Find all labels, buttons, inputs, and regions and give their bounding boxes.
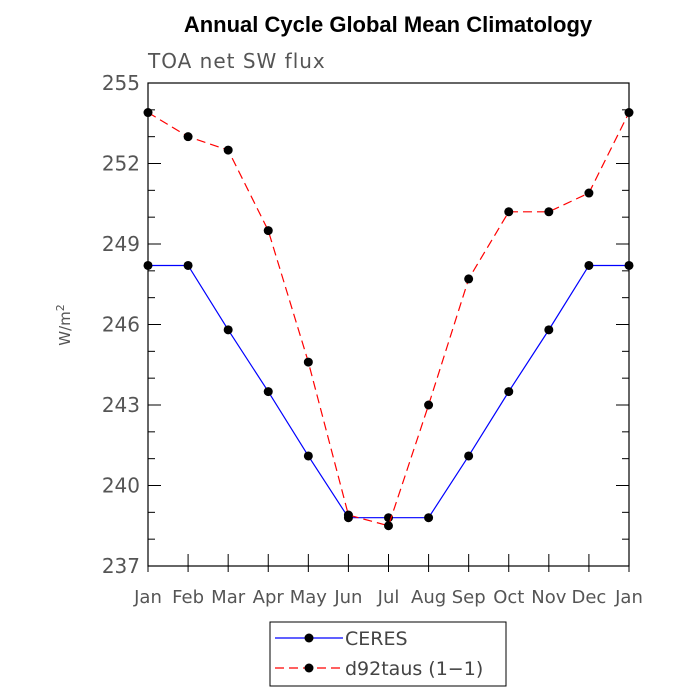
data-point	[624, 108, 634, 118]
data-point	[303, 357, 313, 367]
x-tick-label: May	[290, 587, 328, 608]
legend-marker	[304, 663, 314, 673]
data-point	[624, 260, 634, 270]
y-tick-label: 255	[102, 71, 140, 95]
y-tick-label: 246	[102, 313, 140, 337]
y-tick-label: 249	[102, 232, 140, 256]
x-tick-label: Apr	[253, 587, 285, 608]
legend-label: CERES	[345, 628, 408, 650]
chart-title: Annual Cycle Global Mean Climatology	[184, 12, 593, 37]
data-point	[223, 145, 233, 155]
data-point	[384, 521, 393, 531]
chart-subtitle: TOA net SW flux	[147, 49, 326, 73]
data-point	[143, 260, 153, 270]
data-point	[223, 325, 233, 335]
data-point	[183, 260, 193, 270]
data-point	[143, 108, 153, 118]
data-point	[424, 513, 434, 523]
series-layer	[143, 108, 634, 531]
data-point	[504, 387, 514, 397]
x-tick-label: Mar	[211, 587, 246, 608]
x-tick-label: Jan	[133, 587, 162, 608]
series-line-ceres	[148, 264, 629, 519]
axis-ticks	[147, 82, 630, 572]
plot-frame	[147, 82, 630, 567]
data-point	[584, 260, 594, 270]
y-axis-label: W/m2	[54, 304, 74, 346]
x-tick-label: Nov	[531, 587, 566, 608]
x-tick-label: Sep	[452, 587, 486, 608]
data-point	[464, 274, 474, 284]
data-point	[464, 451, 474, 461]
x-tick-labels: Jan Feb Mar Apr May Jun Jul Aug Sep Oct Nov Dec Jan	[133, 587, 643, 608]
data-point	[303, 451, 313, 461]
data-point	[424, 400, 434, 410]
y-axis-label-text: W/m	[56, 311, 74, 346]
legend: CERES d92taus (1−1)	[269, 621, 507, 687]
legend-marker	[304, 633, 314, 643]
x-tick-label: Oct	[493, 587, 524, 608]
data-point	[343, 510, 353, 520]
x-tick-label: Jan	[614, 587, 643, 608]
series-line-d92taus	[147, 112, 630, 527]
data-point	[504, 207, 514, 217]
y-tick-label: 252	[102, 152, 140, 176]
data-point	[263, 387, 273, 397]
data-point	[544, 207, 554, 217]
y-tick-label: 237	[102, 554, 140, 578]
legend-label: d92taus (1−1)	[345, 658, 483, 680]
x-tick-label: Aug	[411, 587, 446, 608]
data-point	[584, 188, 594, 198]
x-tick-label: Feb	[172, 587, 204, 608]
data-point	[544, 325, 554, 335]
x-tick-label: Jun	[333, 587, 362, 608]
y-tick-label: 243	[102, 393, 140, 417]
x-tick-label: Dec	[571, 587, 606, 608]
y-axis-label-superscript: 2	[54, 304, 67, 311]
y-tick-labels: 237 240 243 246 249 252 255	[102, 71, 140, 578]
x-tick-label: Jul	[377, 587, 400, 608]
legend-box	[269, 621, 507, 687]
y-tick-label: 240	[102, 474, 140, 498]
data-point	[183, 132, 193, 142]
data-point	[263, 226, 273, 236]
